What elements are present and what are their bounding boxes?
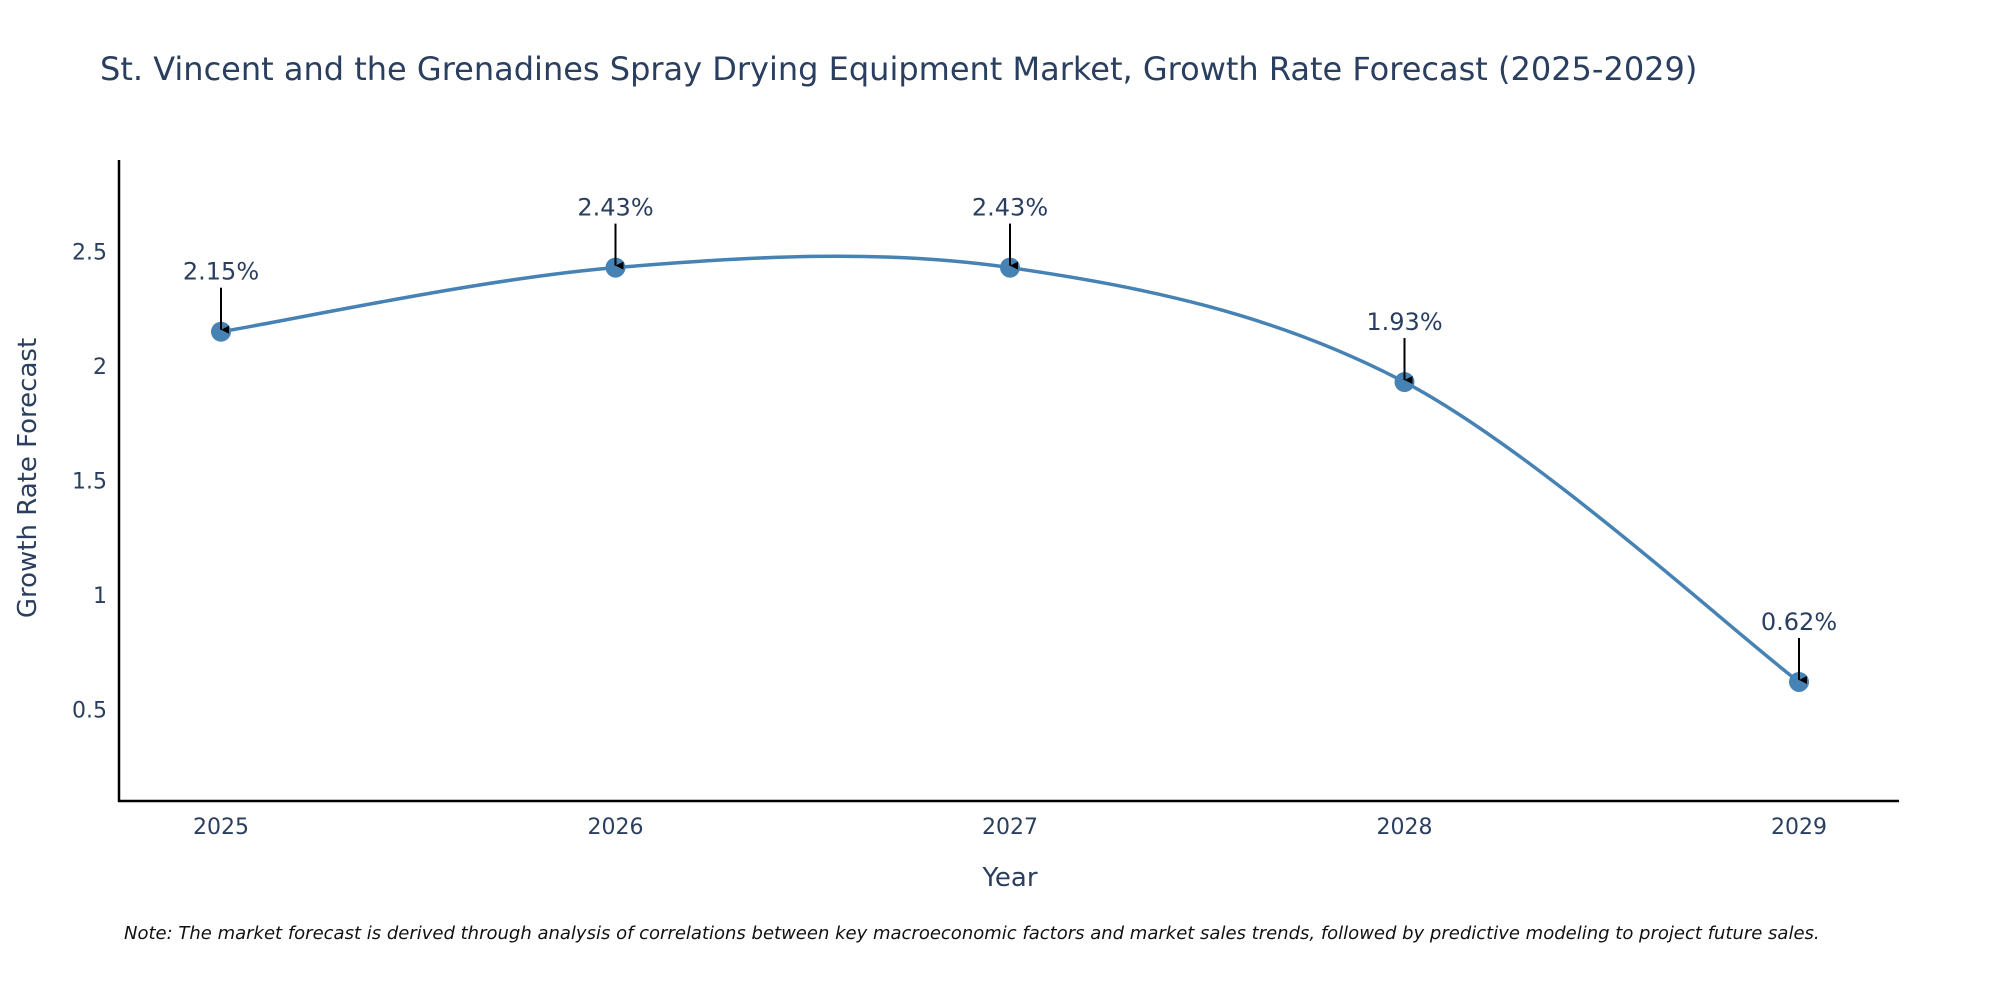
x-axis-title: Year (981, 863, 1037, 893)
y-tick-label: 2 (93, 355, 107, 380)
chart-title: St. Vincent and the Grenadines Spray Dry… (100, 50, 1697, 88)
x-tick-label: 2026 (588, 815, 644, 840)
y-axis-title: Growth Rate Forecast (13, 338, 43, 618)
x-tick-label: 2027 (982, 815, 1038, 840)
x-tick-label: 2028 (1377, 815, 1433, 840)
footnote: Note: The market forecast is derived thr… (124, 923, 1820, 944)
x-tick-label: 2025 (193, 815, 249, 840)
y-tick-label: 0.5 (72, 698, 107, 723)
series-layer (211, 254, 1809, 692)
data-label: 2.43% (577, 194, 653, 222)
y-tick-label: 1.5 (72, 470, 107, 495)
y-tick-label: 2.5 (72, 241, 107, 266)
data-label: 2.15% (183, 258, 259, 286)
series-line (219, 254, 1801, 684)
x-tick-label: 2029 (1771, 815, 1827, 840)
data-label: 0.62% (1761, 608, 1837, 636)
annotation-layer: 2.15% 2.43% 2.43% 1.93% 0.62% (183, 194, 1837, 684)
axes: 0.5 1 1.5 2 2.5 2025 2026 2027 2028 2029 (72, 160, 1899, 840)
y-tick-label: 1 (93, 584, 107, 609)
data-label: 2.43% (972, 194, 1048, 222)
data-label: 1.93% (1366, 308, 1442, 336)
